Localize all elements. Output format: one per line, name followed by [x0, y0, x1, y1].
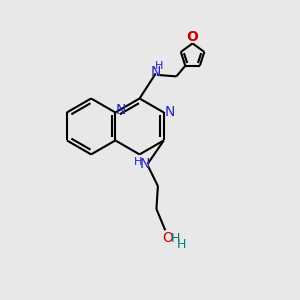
- Text: N: N: [151, 65, 161, 79]
- Text: N: N: [116, 103, 126, 116]
- Text: H: H: [177, 238, 186, 251]
- Text: O: O: [187, 30, 199, 44]
- Text: H: H: [154, 61, 163, 71]
- Text: O: O: [162, 232, 173, 245]
- Text: H: H: [134, 157, 142, 167]
- Text: H: H: [171, 232, 180, 245]
- Text: N: N: [140, 157, 150, 171]
- Text: N: N: [165, 106, 175, 119]
